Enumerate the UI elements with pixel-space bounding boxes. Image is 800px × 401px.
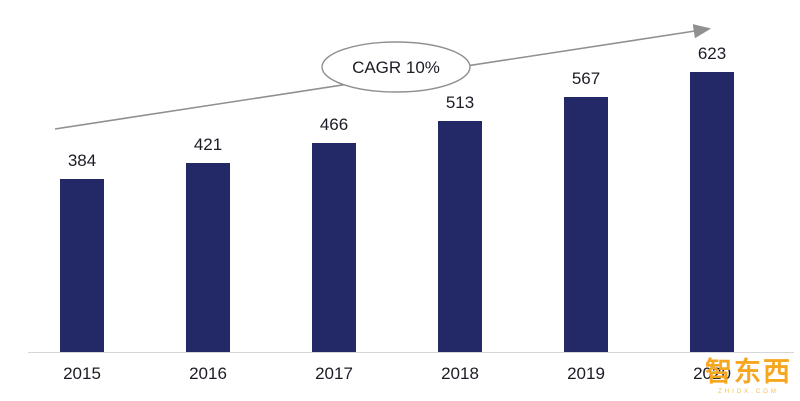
bar-value-label: 466 — [319, 115, 349, 134]
bar-value-label: 623 — [697, 44, 727, 63]
x-axis-label: 2018 — [441, 364, 479, 383]
watermark: 智东西 ZHIDX.COM — [705, 357, 792, 396]
x-axis-label: 2017 — [315, 364, 353, 383]
bar — [312, 143, 356, 352]
x-axis-label: 2015 — [63, 364, 101, 383]
bar-value-label: 421 — [193, 135, 223, 154]
watermark-logo-text: 智东西 — [705, 357, 792, 387]
bar — [60, 179, 104, 352]
x-axis-label: 2019 — [567, 364, 605, 383]
bar — [690, 72, 734, 352]
x-axis-label: 2020 — [693, 364, 731, 383]
watermark-subtext: ZHIDX.COM — [718, 389, 779, 395]
x-axis-label: 2016 — [189, 364, 227, 383]
cagr-label: CAGR 10% — [352, 58, 440, 77]
bar — [186, 163, 230, 352]
bar-value-label: 384 — [67, 151, 97, 170]
bar-value-label: 567 — [571, 69, 601, 88]
bar — [564, 97, 608, 352]
cagr-ellipse — [321, 41, 471, 93]
bar-value-label: 513 — [445, 93, 475, 112]
bar — [438, 121, 482, 352]
x-axis-line — [28, 352, 794, 353]
